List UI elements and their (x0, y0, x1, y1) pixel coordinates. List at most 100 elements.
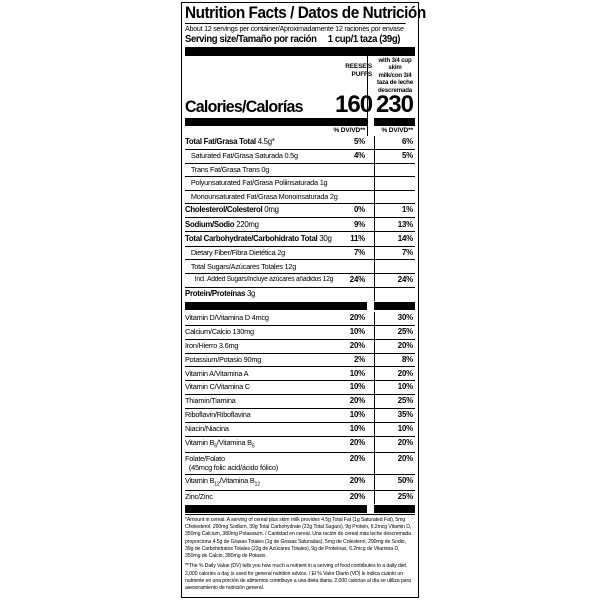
daily-value-b: 20% (374, 339, 415, 353)
daily-value-b: 50% (374, 474, 415, 490)
nutrient-name: Vitamin B6/Vitamina B6 (185, 437, 255, 450)
nutrient-name: Riboflavin/Riboflavina (185, 410, 251, 420)
divider-bar-after-protein (185, 302, 415, 311)
serving-size-row: Serving size/Tamaño por ración 1 cup/1 t… (185, 33, 404, 46)
table-row: Folate/Folato (45mcg folic acid/ácido fól… (185, 451, 415, 474)
table-row: Total Fat/Grasa Total 4.5g* 5% 6% (185, 135, 415, 149)
calories-label: Calories/Calorías (185, 97, 304, 117)
table-row: Thiamin/Tiamina 20% 25% (185, 394, 415, 409)
table-row: Potassium/Potasio 90mg 2% 8% (185, 352, 415, 367)
calories-value-a: 160 (335, 91, 373, 119)
daily-value-b: 20% (374, 436, 415, 452)
servings-per-container: About 12 servings per container/Aproxima… (185, 22, 406, 34)
nutrient-name: Vitamin A/Vitamina A (185, 368, 249, 378)
daily-value-header-row: % DV/VD** % DV/VD** (185, 127, 415, 136)
table-row: Vitamin A/Vitamina A 10% 20% (185, 366, 415, 381)
daily-value-a: 10% (349, 326, 365, 336)
dv-header-a: % DV/VD** (333, 127, 365, 135)
table-row: Cholesterol/Colesterol 0mg 0% 1% (185, 203, 415, 218)
table-row: Trans Fat/Grasa Trans 0g (185, 162, 415, 177)
daily-value-a: 5% (353, 136, 365, 146)
daily-value-b: 24% (374, 273, 415, 287)
nutrient-name: Vitamin D/Vitamina D 4mcg (185, 313, 269, 323)
nutrient-name: Potassium/Potasio 90mg (185, 354, 262, 364)
nutrient-name: Folate/Folato (45mcg folic acid/ácido fól… (185, 454, 278, 473)
daily-value-b: 10% (374, 381, 415, 395)
page-title: Nutrition Facts / Datos de Nutrición (185, 4, 426, 22)
table-row: Dietary Fiber/Fibra Dietética 2g 7% 7% (185, 245, 415, 260)
serving-size-label: Serving size/Tamaño por ración (185, 33, 317, 45)
daily-value-b: 25% (374, 490, 415, 504)
table-row: Calcium/Calcio 130mg 10% 25% (185, 324, 415, 339)
column-headers-row: REESE'S PUFFS with 3/4 cup skim milk/con… (185, 56, 415, 94)
daily-value-b: 25% (374, 325, 415, 339)
table-row: Vitamin B6/Vitamina B6 20% 20% (185, 435, 415, 452)
column-b-header: with 3/4 cup skim milk/con 3/4 taza de l… (377, 57, 413, 94)
daily-value-a: 20% (349, 454, 365, 464)
column-divider-line (367, 56, 369, 136)
daily-value-a: 20% (349, 340, 365, 350)
daily-value-b: 5% (374, 149, 415, 163)
daily-value-a (335, 191, 367, 203)
daily-value-b: 14% (374, 232, 415, 246)
daily-value-a (335, 164, 367, 176)
dv-header-b: % DV/VD** (381, 127, 413, 135)
daily-value-a: 20% (349, 313, 365, 323)
divider-bar-thick-top (185, 47, 415, 57)
nutrient-name: Vitamin B12/Vitamina B12 (185, 475, 260, 488)
table-row: Total Sugars/Azúcares Totales 12g (185, 259, 415, 273)
daily-value-b (374, 260, 415, 273)
daily-value-a: 20% (349, 437, 365, 447)
nutrient-name: Saturated Fat/Grasa Saturada 0.5g (190, 151, 298, 161)
table-row: Monounsaturated Fat/Grasa Monoinsaturada… (185, 189, 415, 204)
daily-value-a: 9% (353, 219, 365, 229)
calories-row: Calories/Calorías 160 230 (185, 91, 415, 119)
nutrient-name: Zinc/Zinc (185, 491, 213, 501)
nutrient-name: Protein/Proteínas 3g (185, 288, 256, 298)
daily-value-a: 10% (349, 410, 365, 420)
footnote-daily-value: **The % Daily Value (DV) tells you how m… (185, 563, 411, 592)
nutrient-rows-group: Total Fat/Grasa Total 4.5g* 5% 6% Saturated… (185, 135, 415, 301)
daily-value-a (335, 177, 367, 189)
table-row: Sodium/Sodio 220mg 9% 13% (185, 217, 415, 232)
daily-value-b: 25% (374, 395, 415, 409)
daily-value-a: 20% (349, 475, 365, 485)
divider-bar-after-calories (185, 117, 415, 126)
table-row: Vitamin C/Vitamina C 10% 10% (185, 380, 415, 395)
daily-value-a: 10% (349, 424, 365, 434)
nutrient-name: Trans Fat/Grasa Trans 0g (190, 164, 270, 174)
column-header-spacer (185, 56, 335, 94)
serving-size-value: 1 cup/1 taza (39g) (327, 33, 401, 45)
daily-value-b (374, 163, 415, 177)
nutrient-name: Incl. Added Sugars/Incluye azúcares añad… (194, 276, 334, 284)
nutrient-name: Vitamin C/Vitamina C (185, 382, 250, 392)
daily-value-b (374, 287, 415, 301)
daily-value-a: 10% (349, 368, 365, 378)
table-row: Vitamin D/Vitamina D 4mcg 20% 30% (185, 311, 415, 325)
footnotes-section: *Amount in cereal. A serving of cereal p… (185, 514, 415, 597)
nutrient-name: Cholesterol/Colesterol 0mg (185, 205, 279, 215)
column-a-header: REESE'S PUFFS (345, 63, 372, 78)
daily-value-b: 8% (374, 353, 415, 367)
table-row: Saturated Fat/Grasa Saturada 0.5g 4% 5% (185, 148, 415, 163)
nutrition-facts-panel: Nutrition Facts / Datos de Nutrición Abo… (181, 2, 426, 598)
table-row: Protein/Proteínas 3g (185, 286, 415, 301)
daily-value-a (335, 260, 367, 272)
table-row: Riboflavin/Riboflavina 10% 35% (185, 408, 415, 422)
calories-section: REESE'S PUFFS with 3/4 cup skim milk/con… (185, 56, 415, 136)
nutrient-name: Calcium/Calcio 130mg (185, 326, 254, 336)
footnote-cereal-amount: *Amount in cereal. A serving of cereal p… (185, 516, 412, 560)
nutrient-name: Niacin/Niacina (185, 424, 229, 434)
table-row: Niacin/Niacina 10% 10% (185, 421, 415, 436)
nutrient-name: Polyunsaturated Fat/Grasa Poliinsaturada… (190, 178, 328, 188)
daily-value-b: 1% (374, 204, 415, 218)
daily-value-a (335, 288, 367, 301)
daily-value-b (374, 177, 415, 190)
daily-value-b: 20% (374, 452, 415, 474)
table-row: Vitamin B12/Vitamina B12 20% 50% (185, 473, 415, 490)
nutrient-name: Iron/Hierro 3.6mg (185, 340, 239, 350)
daily-value-b: 6% (374, 135, 415, 149)
calories-value-b: 230 (375, 91, 414, 119)
daily-value-b: 20% (374, 367, 415, 381)
